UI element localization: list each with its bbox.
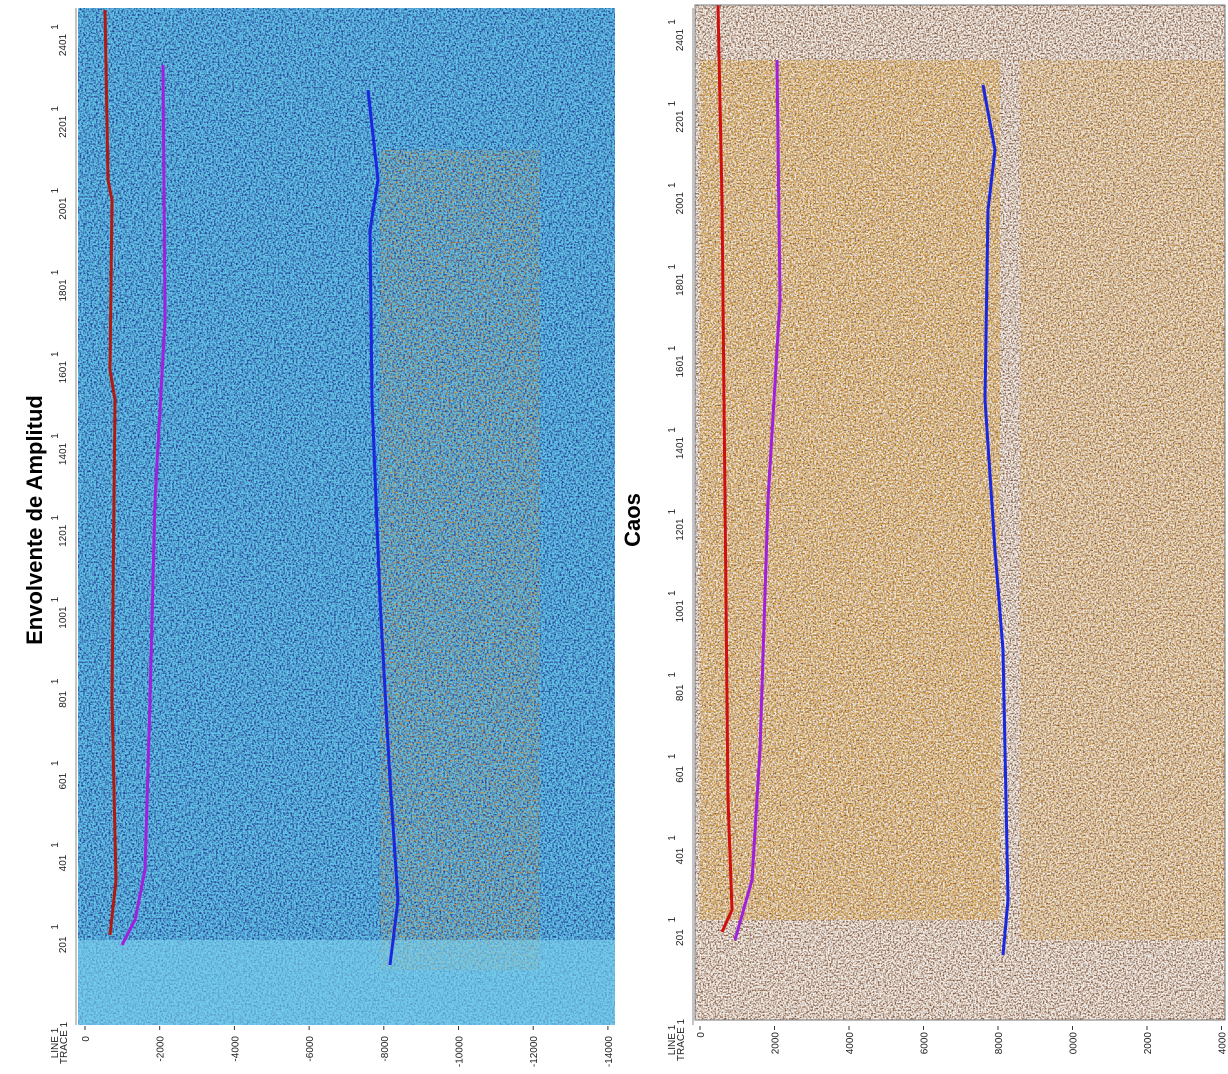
trace-tick-label: 1001	[675, 600, 686, 623]
trace-tick-label: 601	[58, 772, 69, 789]
trace-tick-label: 2001	[58, 197, 69, 220]
x-tick-label: -12000	[529, 1036, 540, 1068]
line-number: 1	[50, 24, 61, 30]
trace-tick-label: 401	[58, 854, 69, 871]
line-number: 1	[50, 106, 61, 112]
trace-tick-label: 1001	[58, 606, 69, 629]
panel-title: Envolvente de Amplitud	[22, 395, 47, 645]
line-number: 1	[50, 187, 61, 193]
line-number: 1	[667, 672, 678, 678]
line-number: 1	[50, 351, 61, 357]
trace-tick-label: 2401	[58, 33, 69, 56]
chaos-panel	[695, 5, 1225, 1020]
labels: Envolvente de Amplitud124011220112001118…	[22, 8, 1228, 1067]
line-number: 1	[667, 264, 678, 270]
line-number: 1	[50, 842, 61, 848]
origin-label: LINE 1	[667, 1024, 678, 1055]
trace-tick-label: 1201	[675, 518, 686, 541]
trace-tick-label: 2401	[675, 28, 686, 51]
trace-tick-label: 801	[675, 684, 686, 701]
origin-label: TRACE 1	[59, 1021, 70, 1064]
origin-label: LINE 1	[50, 1027, 61, 1058]
frame	[694, 4, 1226, 1021]
x-tick-label: -14000	[604, 1036, 615, 1068]
line-number: 1	[667, 345, 678, 351]
trace-tick-label: 2201	[675, 110, 686, 133]
trace-tick-label: 201	[58, 936, 69, 953]
trace-tick-label: 401	[675, 847, 686, 864]
x-tick-label: 0	[696, 1032, 707, 1038]
x-tick-label: 0	[81, 1036, 92, 1042]
line-number: 1	[667, 508, 678, 514]
line-number: 1	[667, 100, 678, 106]
x-tick-label: -8000	[380, 1036, 391, 1062]
amplitude-panel	[78, 8, 615, 1025]
trace-tick-label: 2001	[675, 192, 686, 215]
trace-tick-label: 1401	[58, 442, 69, 465]
x-tick-label: 8000	[994, 1032, 1005, 1055]
x-tick-label: 2000	[771, 1032, 782, 1055]
x-tick-label: 2000	[1143, 1032, 1154, 1055]
line-number: 1	[667, 916, 678, 922]
trace-tick-label: 1201	[58, 524, 69, 547]
x-tick-label: -10000	[455, 1036, 466, 1068]
trace-tick-label: 801	[58, 691, 69, 708]
x-tick-label: 0000	[1069, 1032, 1080, 1055]
trace-tick-label: 1801	[675, 273, 686, 296]
x-tick-label: 4000	[1218, 1032, 1228, 1055]
x-tick-label: 6000	[920, 1032, 931, 1055]
line-number: 1	[667, 182, 678, 188]
line-number: 1	[50, 515, 61, 521]
x-tick-label: 4000	[845, 1032, 856, 1055]
trace-tick-label: 1601	[675, 355, 686, 378]
line-number: 1	[667, 835, 678, 841]
trace-tick-label: 1601	[58, 361, 69, 384]
line-number: 1	[50, 596, 61, 602]
origin-label: TRACE 1	[676, 1018, 687, 1061]
trace-tick-label: 201	[675, 929, 686, 946]
x-tick-label: -6000	[305, 1036, 316, 1062]
line-number: 1	[667, 427, 678, 433]
x-tick-label: -2000	[156, 1036, 167, 1062]
panel-title: Caos	[620, 493, 645, 547]
line-number: 1	[667, 19, 678, 25]
x-tick-label: -4000	[230, 1036, 241, 1062]
line-number: 1	[50, 269, 61, 275]
trace-tick-label: 1401	[675, 436, 686, 459]
line-number: 1	[50, 924, 61, 930]
trace-tick-label: 601	[675, 766, 686, 783]
line-number: 1	[667, 753, 678, 759]
trace-tick-label: 1801	[58, 279, 69, 302]
line-number: 1	[50, 433, 61, 439]
line-number: 1	[50, 678, 61, 684]
line-number: 1	[667, 590, 678, 596]
line-number: 1	[50, 760, 61, 766]
trace-tick-label: 2201	[58, 115, 69, 138]
